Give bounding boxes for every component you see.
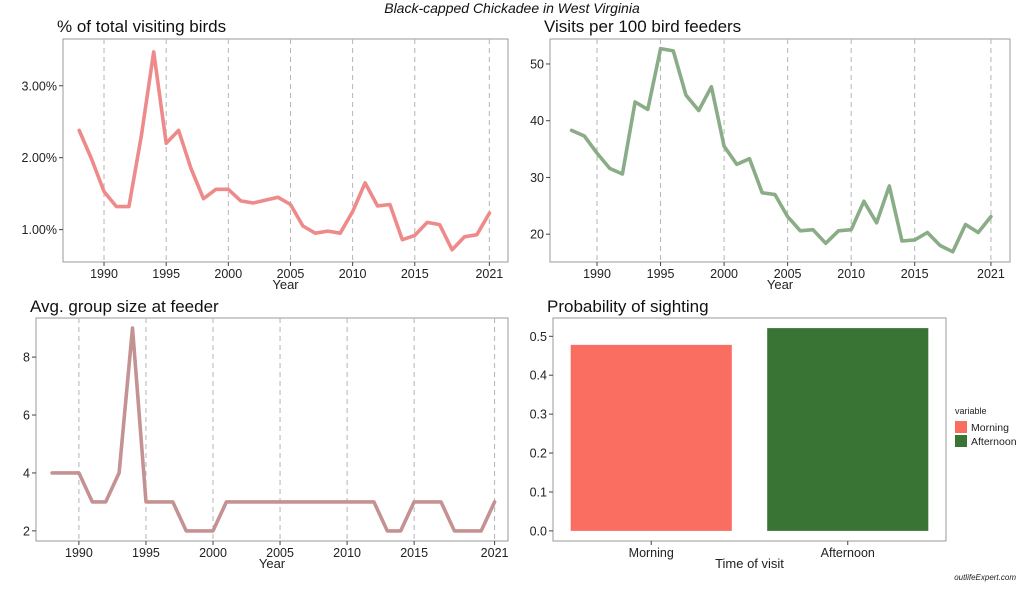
panel-title-group: Avg. group size at feeder bbox=[30, 297, 219, 316]
y-tick-label-pct-0: 1.00% bbox=[22, 223, 57, 237]
x-tick-label-group-1995: 1995 bbox=[132, 546, 160, 560]
x-tick-label-visits-2000: 2000 bbox=[710, 267, 738, 281]
panel-title-pct: % of total visiting birds bbox=[57, 17, 226, 36]
bar-morning bbox=[570, 344, 732, 531]
plot-area-group bbox=[35, 317, 509, 542]
y-tick-label-visits-3: 50 bbox=[530, 57, 544, 71]
legend-swatch-morning bbox=[955, 421, 967, 433]
series-line-group bbox=[50, 326, 497, 533]
x-tick-label-morning: Morning bbox=[629, 546, 674, 560]
x-axis-label-group: Year bbox=[259, 556, 286, 571]
y-tick-label-visits-0: 20 bbox=[530, 228, 544, 242]
panel-title-prob: Probability of sighting bbox=[547, 297, 709, 316]
y-tick-label-visits-1: 30 bbox=[530, 171, 544, 185]
x-tick-label-group-2005: 2005 bbox=[266, 546, 294, 560]
panel-title-visits: Visits per 100 bird feeders bbox=[544, 17, 741, 36]
x-tick-label-group-1990: 1990 bbox=[65, 546, 93, 560]
x-tick-label-pct-2015: 2015 bbox=[401, 267, 429, 281]
x-tick-label-visits-1995: 1995 bbox=[647, 267, 675, 281]
watermark-text: outlifeExpert.com bbox=[954, 573, 1016, 582]
y-tick-label-pct-1: 2.00% bbox=[22, 151, 57, 165]
y-tick-label-prob-2: 0.2 bbox=[530, 447, 547, 461]
y-tick-label-group-2: 6 bbox=[23, 409, 30, 423]
y-tick-label-pct-2: 3.00% bbox=[22, 79, 57, 93]
x-tick-label-group-2015: 2015 bbox=[400, 546, 428, 560]
x-tick-label-group-2010: 2010 bbox=[333, 546, 361, 560]
x-tick-label-group-2000: 2000 bbox=[199, 546, 227, 560]
x-axis-label-pct: Year bbox=[272, 277, 299, 292]
legend-title: variable bbox=[955, 406, 987, 416]
plot-area-pct bbox=[62, 38, 509, 263]
x-tick-label-pct-2005: 2005 bbox=[277, 267, 305, 281]
x-tick-label-visits-1990: 1990 bbox=[583, 267, 611, 281]
bar-afternoon bbox=[767, 328, 929, 531]
y-tick-label-group-1: 4 bbox=[23, 466, 30, 480]
x-tick-label-group-2021: 2021 bbox=[481, 546, 509, 560]
y-tick-label-group-0: 2 bbox=[23, 524, 30, 538]
x-tick-label-visits-2010: 2010 bbox=[837, 267, 865, 281]
y-tick-label-prob-3: 0.3 bbox=[530, 408, 547, 422]
y-tick-label-group-3: 8 bbox=[23, 351, 30, 365]
x-tick-label-pct-1995: 1995 bbox=[152, 267, 180, 281]
y-tick-label-visits-2: 40 bbox=[530, 114, 544, 128]
plot-area-prob bbox=[552, 317, 947, 542]
y-tick-label-prob-5: 0.5 bbox=[530, 330, 547, 344]
x-tick-label-afternoon: Afternoon bbox=[821, 546, 875, 560]
y-tick-label-prob-0: 0.0 bbox=[530, 524, 547, 538]
x-tick-label-pct-1990: 1990 bbox=[90, 267, 118, 281]
y-tick-label-prob-4: 0.4 bbox=[530, 369, 547, 383]
x-tick-label-visits-2021: 2021 bbox=[977, 267, 1005, 281]
x-tick-label-pct-2000: 2000 bbox=[214, 267, 242, 281]
legend-swatch-afternoon bbox=[955, 435, 967, 447]
y-tick-label-prob-1: 0.1 bbox=[530, 485, 547, 499]
legend-label-afternoon: Afternoon bbox=[971, 436, 1017, 448]
x-axis-label-visits: Year bbox=[767, 277, 794, 292]
series-line-visits bbox=[569, 46, 993, 254]
figure-suptitle: Black-capped Chickadee in West Virginia bbox=[384, 0, 640, 16]
x-tick-label-visits-2005: 2005 bbox=[774, 267, 802, 281]
x-tick-label-visits-2015: 2015 bbox=[901, 267, 929, 281]
plot-area-visits bbox=[549, 38, 1011, 263]
series-line-pct bbox=[77, 50, 492, 252]
x-tick-label-pct-2010: 2010 bbox=[339, 267, 367, 281]
legend-label-morning: Morning bbox=[971, 422, 1009, 434]
x-tick-label-pct-2021: 2021 bbox=[475, 267, 503, 281]
x-axis-label-prob: Time of visit bbox=[715, 556, 784, 571]
